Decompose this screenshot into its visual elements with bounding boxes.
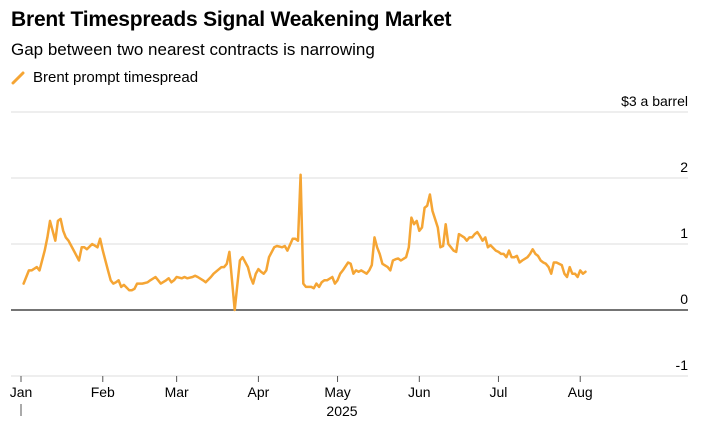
chart-title: Brent Timespreads Signal Weakening Marke…: [11, 8, 452, 31]
x-axis-ticks: Jan Feb Mar Apr May Jun Jul Aug: [10, 376, 593, 416]
x-tick-label: Aug: [568, 384, 593, 400]
legend-label: Brent prompt timespread: [33, 69, 199, 86]
x-tick-label: Mar: [165, 384, 189, 400]
chart-subtitle: Gap between two nearest contracts is nar…: [11, 40, 375, 59]
x-axis-year-label: 2025: [326, 403, 357, 419]
x-tick-label: Jul: [489, 384, 507, 400]
legend: Brent prompt timespread: [11, 69, 198, 86]
y-tick-label: $3 a barrel: [621, 93, 688, 109]
gridlines: [11, 111, 688, 377]
legend-swatch-line: [11, 71, 25, 84]
y-tick-label: 1: [680, 225, 688, 241]
x-tick-label: May: [324, 384, 350, 400]
legend-swatch-icon: [11, 71, 25, 84]
x-tick-label: Apr: [248, 384, 270, 400]
y-axis-ticks: $3 a barrel 2 1 0 -1: [621, 93, 688, 373]
y-tick-label: -1: [676, 357, 689, 373]
series-line-brent-prompt-timespread: [22, 173, 587, 312]
x-tick-label: Feb: [91, 384, 115, 400]
series-group: [22, 173, 587, 312]
y-tick-label: 0: [680, 291, 688, 307]
x-tick-label: Jun: [408, 384, 431, 400]
x-tick-label: Jan: [10, 384, 33, 400]
y-tick-label: 2: [680, 159, 688, 175]
